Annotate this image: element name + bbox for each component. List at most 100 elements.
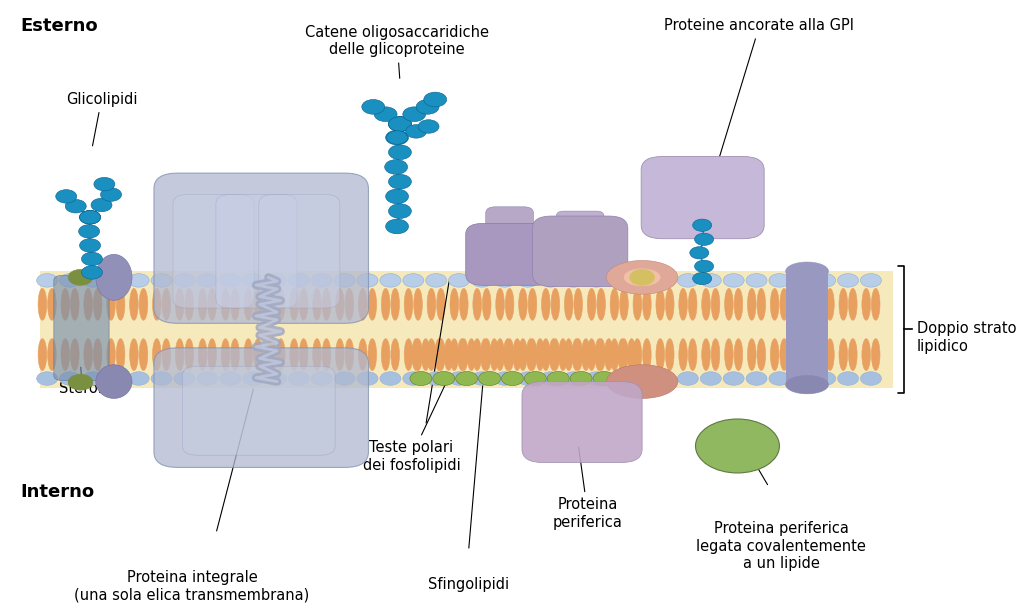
Ellipse shape — [244, 339, 253, 371]
Ellipse shape — [117, 339, 125, 371]
Ellipse shape — [573, 339, 583, 371]
Ellipse shape — [267, 288, 275, 320]
Circle shape — [402, 372, 424, 385]
Ellipse shape — [208, 339, 216, 371]
Ellipse shape — [582, 339, 590, 371]
Text: Sfingolipidi: Sfingolipidi — [428, 577, 509, 591]
Circle shape — [449, 274, 470, 287]
Ellipse shape — [460, 339, 468, 371]
Circle shape — [59, 372, 81, 385]
Ellipse shape — [185, 288, 194, 320]
Ellipse shape — [633, 339, 642, 371]
Ellipse shape — [597, 339, 605, 371]
Circle shape — [388, 174, 412, 189]
Circle shape — [426, 372, 446, 385]
Ellipse shape — [701, 339, 711, 371]
Circle shape — [678, 274, 698, 287]
FancyBboxPatch shape — [182, 367, 335, 455]
Circle shape — [838, 372, 858, 385]
Ellipse shape — [604, 339, 613, 371]
Circle shape — [174, 274, 195, 287]
Ellipse shape — [185, 339, 194, 371]
Circle shape — [563, 274, 584, 287]
Circle shape — [385, 160, 408, 174]
Circle shape — [243, 274, 263, 287]
FancyBboxPatch shape — [154, 173, 369, 323]
Circle shape — [386, 219, 409, 234]
FancyBboxPatch shape — [54, 275, 110, 380]
Ellipse shape — [564, 288, 573, 320]
Circle shape — [55, 190, 77, 203]
Ellipse shape — [71, 288, 79, 320]
Circle shape — [152, 372, 172, 385]
Ellipse shape — [458, 339, 466, 371]
Ellipse shape — [816, 288, 824, 320]
Circle shape — [615, 371, 638, 386]
Ellipse shape — [130, 288, 138, 320]
Ellipse shape — [803, 339, 811, 371]
Ellipse shape — [422, 339, 430, 371]
Circle shape — [311, 274, 332, 287]
Ellipse shape — [290, 288, 298, 320]
Ellipse shape — [816, 339, 824, 371]
Circle shape — [547, 371, 569, 386]
Ellipse shape — [573, 288, 583, 320]
Circle shape — [449, 372, 470, 385]
Ellipse shape — [528, 288, 537, 320]
Ellipse shape — [323, 288, 331, 320]
Ellipse shape — [404, 339, 413, 371]
Ellipse shape — [175, 339, 184, 371]
Ellipse shape — [358, 288, 367, 320]
Ellipse shape — [734, 339, 742, 371]
Circle shape — [815, 372, 836, 385]
Circle shape — [69, 375, 93, 390]
Ellipse shape — [368, 288, 377, 320]
Ellipse shape — [871, 339, 880, 371]
Circle shape — [197, 274, 218, 287]
Ellipse shape — [549, 339, 558, 371]
Text: Steroli: Steroli — [59, 367, 105, 397]
Ellipse shape — [748, 339, 756, 371]
Ellipse shape — [564, 339, 573, 371]
Circle shape — [94, 177, 115, 191]
Circle shape — [388, 204, 412, 219]
Ellipse shape — [467, 339, 476, 371]
Circle shape — [311, 372, 332, 385]
Circle shape — [424, 92, 446, 107]
Text: Proteina integrale
(una sola elica transmembrana): Proteina integrale (una sola elica trans… — [75, 570, 309, 603]
FancyBboxPatch shape — [466, 224, 553, 285]
Ellipse shape — [84, 339, 92, 371]
FancyBboxPatch shape — [259, 195, 340, 308]
Circle shape — [83, 372, 103, 385]
Circle shape — [386, 130, 409, 145]
Ellipse shape — [254, 339, 262, 371]
Circle shape — [746, 274, 767, 287]
Bar — [786, 271, 828, 384]
Ellipse shape — [606, 365, 678, 399]
Ellipse shape — [230, 288, 240, 320]
Circle shape — [769, 274, 790, 287]
Circle shape — [654, 372, 676, 385]
Circle shape — [37, 274, 57, 287]
Circle shape — [586, 274, 607, 287]
Ellipse shape — [336, 288, 344, 320]
Circle shape — [694, 233, 714, 245]
Ellipse shape — [139, 288, 147, 320]
Circle shape — [410, 371, 432, 386]
FancyBboxPatch shape — [641, 156, 764, 239]
Ellipse shape — [780, 339, 788, 371]
Circle shape — [563, 372, 584, 385]
Circle shape — [418, 120, 439, 133]
Ellipse shape — [679, 288, 687, 320]
Circle shape — [380, 274, 400, 287]
FancyBboxPatch shape — [173, 195, 254, 308]
Ellipse shape — [38, 288, 47, 320]
Circle shape — [416, 100, 439, 114]
Circle shape — [586, 372, 607, 385]
Ellipse shape — [96, 254, 132, 301]
Circle shape — [220, 274, 241, 287]
Circle shape — [386, 189, 409, 204]
Circle shape — [769, 372, 790, 385]
Ellipse shape — [482, 339, 490, 371]
Circle shape — [80, 211, 100, 224]
